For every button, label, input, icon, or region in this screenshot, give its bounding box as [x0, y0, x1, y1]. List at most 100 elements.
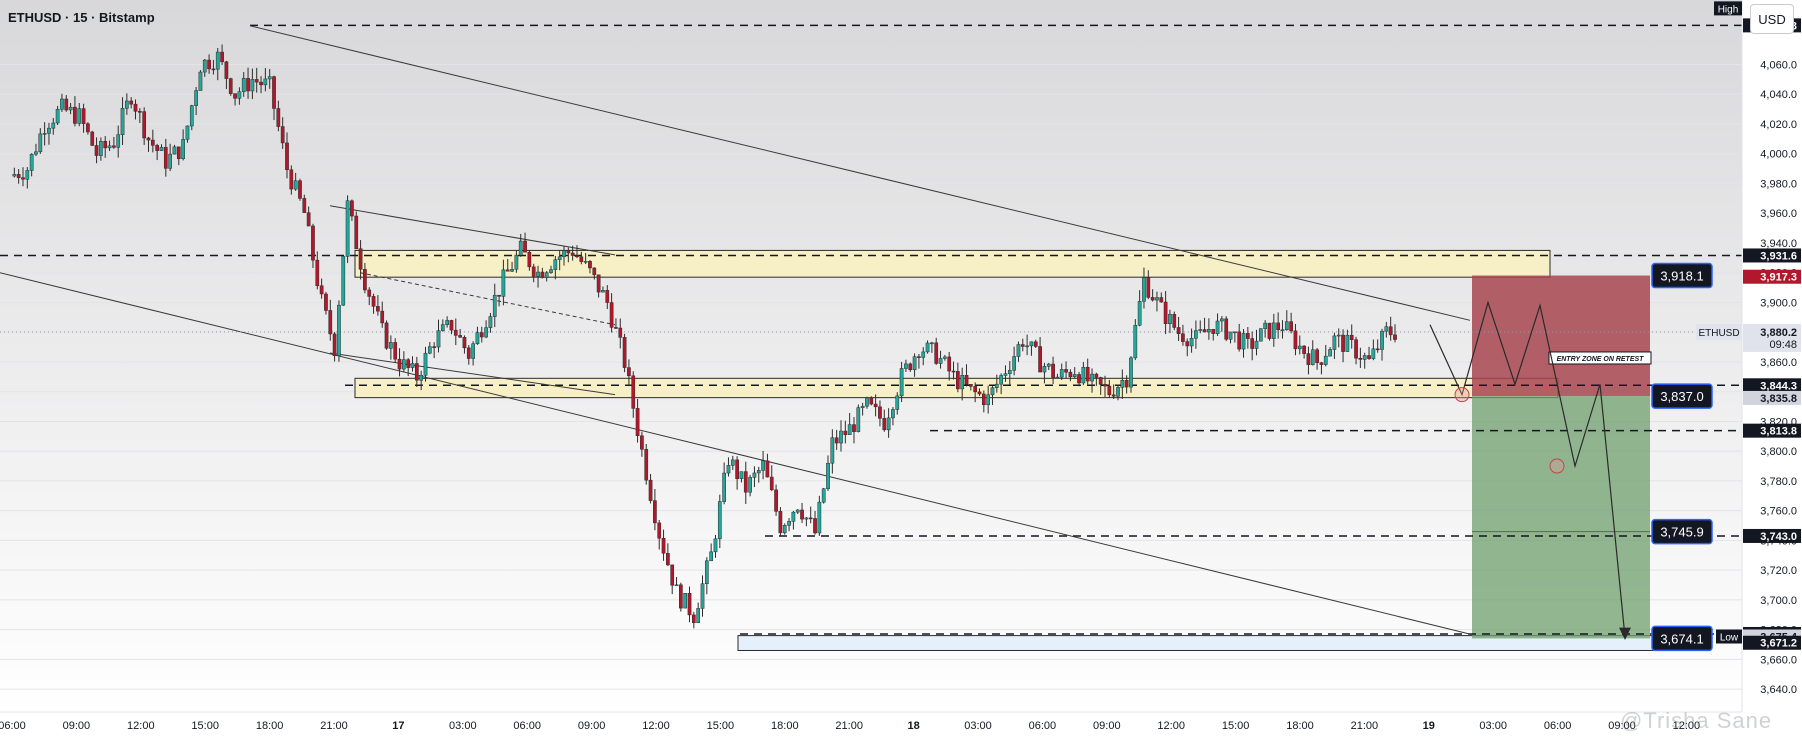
candle	[1146, 270, 1151, 300]
candle-body	[839, 430, 843, 444]
candle	[1224, 316, 1229, 342]
candle-body	[1007, 370, 1012, 374]
candle-body	[345, 200, 350, 257]
candle	[462, 335, 467, 354]
candle	[137, 108, 142, 123]
candle	[540, 267, 545, 279]
candle-body	[354, 215, 359, 249]
candle	[951, 361, 956, 380]
candle-body	[306, 212, 311, 227]
candle	[1072, 367, 1077, 379]
candle-body	[1310, 349, 1315, 365]
price-badge-text: 3,743.0	[1760, 531, 1797, 543]
candle	[466, 344, 471, 365]
candle	[981, 390, 986, 413]
candle	[977, 388, 982, 396]
candle-body	[856, 407, 861, 432]
candle-body	[968, 384, 973, 387]
candle	[1297, 335, 1302, 355]
candle-body	[129, 100, 134, 105]
candle	[1185, 338, 1190, 357]
candle-body	[847, 424, 852, 435]
x-tick-label: 03:00	[449, 720, 477, 732]
candle	[181, 129, 185, 161]
candle-body	[1172, 314, 1177, 328]
candle-body	[1150, 297, 1155, 301]
y-tick-label: 3,940.0	[1760, 238, 1797, 250]
candle	[700, 575, 705, 617]
candle	[549, 265, 553, 274]
candle	[808, 506, 813, 524]
candle-body	[68, 106, 73, 111]
candle	[1267, 322, 1272, 341]
x-tick-label: 12:00	[1157, 720, 1185, 732]
candle-body	[289, 169, 294, 190]
candle-body	[25, 170, 30, 180]
candle-body	[1233, 331, 1237, 334]
candle	[1349, 324, 1354, 349]
candle-body	[1163, 301, 1168, 325]
candle-body	[293, 180, 298, 190]
candle-body	[285, 142, 289, 171]
candle-body	[635, 408, 640, 436]
candle-body	[1116, 387, 1120, 397]
candle	[882, 409, 887, 432]
candle-body	[994, 383, 999, 388]
currency-selector[interactable]: USD	[1750, 4, 1794, 34]
candle	[436, 319, 441, 353]
candle	[847, 412, 852, 435]
candle-body	[817, 501, 822, 534]
candle-body	[1081, 366, 1086, 384]
candle	[1150, 289, 1155, 302]
candle-body	[666, 553, 670, 566]
x-tick-label: 06:00	[0, 720, 26, 732]
candle	[717, 494, 722, 549]
candle-body	[869, 397, 874, 405]
retest-marker	[1454, 387, 1470, 403]
candle	[1181, 324, 1185, 346]
candle-body	[601, 290, 605, 293]
candle	[726, 457, 731, 477]
annotation-text: ENTRY ZONE ON RETEST	[1557, 356, 1645, 363]
candle-body	[73, 106, 77, 124]
trade-label-box	[1651, 383, 1713, 409]
candle-body	[1120, 380, 1125, 388]
candle-body	[947, 356, 952, 372]
candle-body	[1263, 322, 1268, 329]
candle-body	[895, 395, 900, 410]
candles	[12, 44, 1397, 629]
candle-body	[60, 98, 64, 110]
x-tick-label: 18:00	[1286, 720, 1314, 732]
candle-body	[756, 470, 761, 474]
candle	[575, 245, 579, 259]
candle-body	[466, 347, 471, 359]
price-badge: 3,743.0	[1743, 528, 1801, 543]
candle	[1388, 316, 1393, 341]
price-badge: 3,931.6	[1743, 248, 1801, 263]
candle-body	[860, 405, 865, 408]
trend-lines	[0, 25, 1471, 635]
candle-body	[1085, 366, 1090, 382]
candle	[960, 367, 965, 401]
candle	[1228, 331, 1233, 344]
candle	[163, 138, 168, 177]
candle-body	[821, 488, 826, 503]
candle	[1245, 326, 1250, 349]
candle-body	[687, 593, 692, 616]
candle-body	[943, 356, 947, 359]
candle	[631, 371, 636, 418]
candle	[289, 165, 294, 195]
candle-body	[648, 479, 653, 501]
candle	[246, 67, 250, 99]
candle	[839, 420, 843, 452]
candle-body	[618, 327, 623, 338]
candle-body	[878, 406, 882, 419]
candle-body	[1068, 371, 1073, 378]
candle	[765, 453, 770, 478]
candle	[272, 75, 276, 121]
candle	[215, 48, 220, 81]
candle-body	[484, 327, 488, 338]
candle-body	[1245, 333, 1250, 339]
